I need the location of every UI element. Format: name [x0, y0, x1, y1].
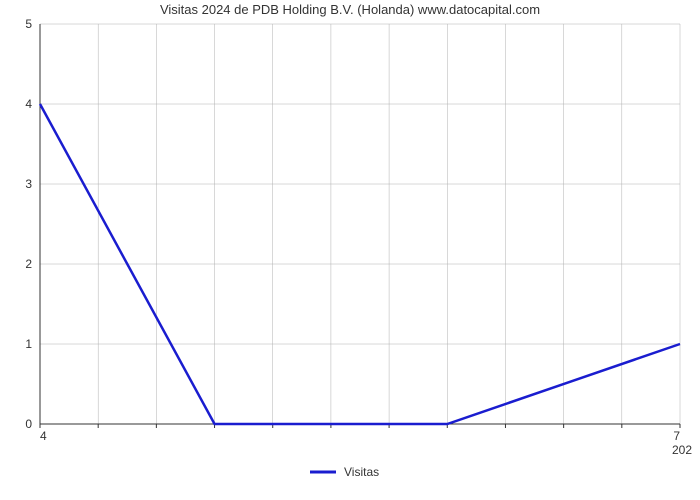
y-tick-label: 3 [25, 177, 32, 191]
y-tick-label: 4 [25, 97, 32, 111]
bottom-right-label: 202 [672, 443, 692, 457]
x-axis-ticks: 47 [40, 429, 680, 443]
legend-label: Visitas [344, 465, 379, 479]
y-tick-label: 2 [25, 257, 32, 271]
y-axis-ticks: 0 1 2 3 4 5 [25, 17, 32, 431]
x-tick-label: 4 [40, 429, 47, 443]
x-tick-label: 7 [673, 429, 680, 443]
chart-grid [40, 24, 680, 424]
y-tick-label: 1 [25, 337, 32, 351]
legend: Visitas [310, 465, 379, 479]
chart-axes [40, 24, 680, 428]
chart-title: Visitas 2024 de PDB Holding B.V. (Holand… [160, 2, 540, 17]
y-tick-label: 5 [25, 17, 32, 31]
legend-swatch-icon [310, 471, 336, 474]
y-tick-label: 0 [25, 417, 32, 431]
chart-svg: Visitas 2024 de PDB Holding B.V. (Holand… [0, 0, 700, 500]
